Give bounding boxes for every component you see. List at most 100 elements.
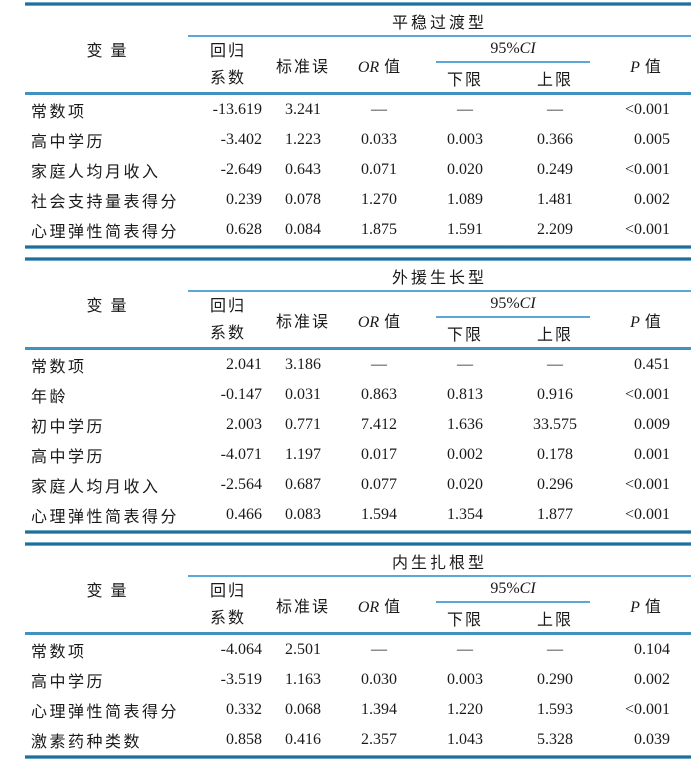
table-row: 常数项 2.041 3.186 — — — 0.451 bbox=[25, 350, 691, 380]
cell-ci-lower: 0.020 bbox=[447, 476, 483, 493]
cell-ci-upper: — bbox=[547, 356, 563, 373]
cell-ci-upper: 0.916 bbox=[537, 386, 573, 403]
table-row: 初中学历 2.003 0.771 7.412 1.636 33.575 0.00… bbox=[25, 410, 691, 440]
cell-variable: 高中学历 bbox=[31, 134, 106, 151]
p-symbol: P bbox=[630, 58, 640, 76]
cell-p: <0.001 bbox=[624, 386, 670, 403]
table-body: 常数项 -13.619 3.241 — — — <0.001 高中学历 -3.4… bbox=[25, 95, 691, 245]
cell-ci-upper: — bbox=[547, 641, 563, 658]
ci-symbol: CI bbox=[519, 580, 536, 597]
table-top-rule bbox=[25, 2, 691, 6]
column-header-ci-upper: 上限 bbox=[536, 611, 573, 629]
cell-coefficient: -13.619 bbox=[212, 101, 262, 118]
cell-variable: 家庭人均月收入 bbox=[31, 164, 161, 181]
table-row: 心理弹性简表得分 0.332 0.068 1.394 1.220 1.593 <… bbox=[25, 695, 691, 725]
cell-or: 0.030 bbox=[361, 671, 397, 688]
cell-se: 0.078 bbox=[285, 191, 321, 208]
cell-ci-upper: 2.209 bbox=[537, 221, 573, 238]
coef-header-line1: 回归 bbox=[209, 42, 246, 60]
cell-or: — bbox=[371, 356, 387, 373]
table-row: 家庭人均月收入 -2.564 0.687 0.077 0.020 0.296 <… bbox=[25, 470, 691, 500]
cell-or: — bbox=[371, 641, 387, 658]
column-header-variable: 变量 bbox=[86, 43, 135, 60]
cell-or: 1.875 bbox=[361, 221, 397, 238]
column-header-se: 标准误 bbox=[275, 598, 330, 616]
or-symbol: OR bbox=[357, 598, 380, 616]
cell-variable: 常数项 bbox=[31, 359, 87, 376]
cell-coefficient: -2.564 bbox=[220, 476, 262, 493]
column-header-ci-lower: 下限 bbox=[446, 71, 483, 89]
cell-variable: 社会支持量表得分 bbox=[31, 194, 180, 211]
table-row: 高中学历 -3.519 1.163 0.030 0.003 0.290 0.00… bbox=[25, 665, 691, 695]
table-row: 激素药种类数 0.858 0.416 2.357 1.043 5.328 0.0… bbox=[25, 725, 691, 755]
cell-p: <0.001 bbox=[624, 701, 670, 718]
p-label: 值 bbox=[644, 313, 661, 331]
cell-or: 7.412 bbox=[361, 416, 397, 433]
cell-p: <0.001 bbox=[624, 161, 670, 178]
cell-se: 2.501 bbox=[285, 641, 321, 658]
table-title: 外援生长型 bbox=[188, 261, 692, 292]
cell-variable: 心理弹性简表得分 bbox=[31, 224, 180, 241]
coef-header-line2: 系数 bbox=[209, 324, 246, 342]
cell-variable: 常数项 bbox=[31, 644, 87, 661]
or-symbol: OR bbox=[357, 58, 380, 76]
cell-p: 0.009 bbox=[634, 416, 670, 433]
coef-header-line2: 系数 bbox=[209, 69, 246, 87]
cell-ci-lower: 0.020 bbox=[447, 161, 483, 178]
cell-or: 0.863 bbox=[361, 386, 397, 403]
p-label: 值 bbox=[644, 598, 661, 616]
table-row: 常数项 -13.619 3.241 — — — <0.001 bbox=[25, 95, 691, 125]
cell-ci-lower: 0.002 bbox=[447, 446, 483, 463]
cell-ci-lower: 1.636 bbox=[447, 416, 483, 433]
cell-coefficient: 2.041 bbox=[226, 356, 262, 373]
cell-ci-lower: 0.813 bbox=[447, 386, 483, 403]
ci-percent: 95% bbox=[490, 295, 520, 312]
cell-ci-lower: 0.003 bbox=[447, 131, 483, 148]
cell-se: 0.687 bbox=[285, 476, 321, 493]
cell-se: 3.241 bbox=[285, 101, 321, 118]
cell-variable: 常数项 bbox=[31, 104, 87, 121]
cell-coefficient: 0.466 bbox=[226, 506, 262, 523]
cell-se: 1.163 bbox=[285, 671, 321, 688]
table-row: 年龄 -0.147 0.031 0.863 0.813 0.916 <0.001 bbox=[25, 380, 691, 410]
or-symbol: OR bbox=[357, 313, 380, 331]
cell-or: 0.033 bbox=[361, 131, 397, 148]
cell-variable: 心理弹性简表得分 bbox=[31, 704, 180, 721]
table-bottom-rule bbox=[25, 245, 691, 249]
cell-variable: 高中学历 bbox=[31, 449, 106, 466]
table-row: 心理弹性简表得分 0.628 0.084 1.875 1.591 2.209 <… bbox=[25, 215, 691, 245]
cell-se: 0.416 bbox=[285, 731, 321, 748]
cell-ci-lower: — bbox=[457, 356, 473, 373]
table-row: 高中学历 -4.071 1.197 0.017 0.002 0.178 0.00… bbox=[25, 440, 691, 470]
cell-coefficient: -3.402 bbox=[220, 131, 262, 148]
cell-coefficient: -4.064 bbox=[220, 641, 262, 658]
cell-se: 0.084 bbox=[285, 221, 321, 238]
ci-symbol: CI bbox=[519, 40, 536, 57]
column-header-ci-upper: 上限 bbox=[536, 71, 573, 89]
column-header-or: OR 值 bbox=[338, 291, 420, 347]
cell-ci-lower: 1.591 bbox=[447, 221, 483, 238]
column-header-or: OR 值 bbox=[338, 576, 420, 632]
or-label: 值 bbox=[384, 598, 401, 616]
table-row: 社会支持量表得分 0.239 0.078 1.270 1.089 1.481 0… bbox=[25, 185, 691, 215]
table-top-rule bbox=[25, 542, 691, 546]
ci-symbol: CI bbox=[519, 295, 536, 312]
or-label: 值 bbox=[384, 313, 401, 331]
cell-p: <0.001 bbox=[624, 221, 670, 238]
table-row: 高中学历 -3.402 1.223 0.033 0.003 0.366 0.00… bbox=[25, 125, 691, 155]
cell-or: 0.077 bbox=[361, 476, 397, 493]
cell-p: 0.451 bbox=[634, 356, 670, 373]
p-label: 值 bbox=[644, 58, 661, 76]
cell-ci-upper: 1.593 bbox=[537, 701, 573, 718]
column-header-ci: 95% CI bbox=[420, 291, 600, 318]
column-header-se: 标准误 bbox=[275, 58, 330, 76]
cell-ci-lower: 1.043 bbox=[447, 731, 483, 748]
table-body: 常数项 2.041 3.186 — — — 0.451 年龄 -0.147 0.… bbox=[25, 350, 691, 530]
